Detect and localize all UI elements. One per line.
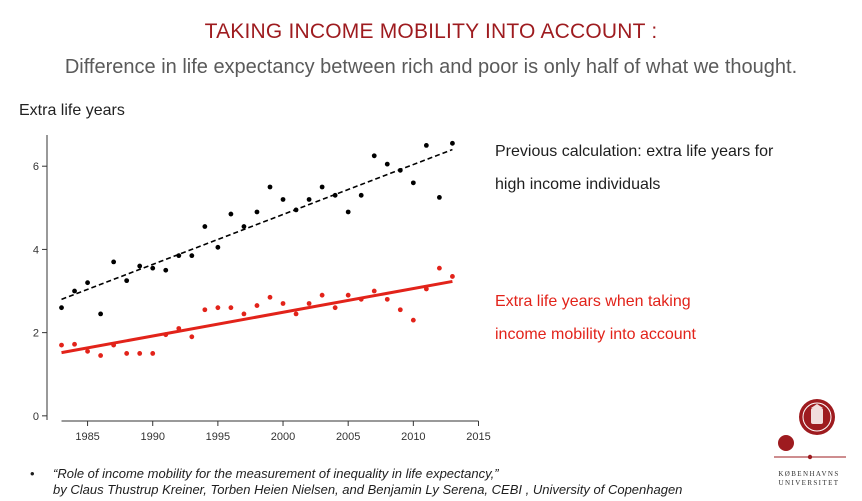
income-mobility-data-point xyxy=(124,351,130,356)
mobility-annotation-line1: Extra life years when taking xyxy=(495,293,691,310)
university-name-line1: KØBENHAVNS xyxy=(778,470,840,478)
high-income-data-point xyxy=(163,267,169,273)
high-income-data-point xyxy=(59,305,64,311)
y-tick-label: 4 xyxy=(33,244,39,256)
income-mobility-data-point xyxy=(436,265,442,271)
income-mobility-data-point xyxy=(306,301,312,306)
income-mobility-data-point xyxy=(228,305,234,311)
high-income-data-point xyxy=(228,211,234,217)
high-income-data-point xyxy=(436,195,442,200)
income-mobility-data-point xyxy=(280,301,286,306)
high-income-data-point xyxy=(384,161,390,167)
high-income-data-point xyxy=(410,180,416,186)
income-mobility-data-point xyxy=(293,311,299,317)
x-tick-label: 1990 xyxy=(140,431,164,443)
y-tick-label: 0 xyxy=(33,411,39,423)
high-income-data-point xyxy=(319,184,325,190)
income-mobility-data-point xyxy=(98,353,104,358)
income-mobility-data-point xyxy=(358,296,364,302)
income-mobility-data-point xyxy=(345,292,351,298)
income-mobility-data-point xyxy=(111,342,117,348)
income-mobility-data-point xyxy=(189,334,195,340)
income-mobility-data-point xyxy=(137,351,143,356)
mobility-annotation: Extra life years when taking income mobi… xyxy=(495,285,696,351)
high-income-data-point xyxy=(371,153,377,159)
high-income-annotation-line2: high income individuals xyxy=(495,176,661,193)
high-income-data-point xyxy=(254,209,260,215)
high-income-data-point xyxy=(111,259,117,265)
high-income-data-point xyxy=(215,244,221,250)
x-tick-label: 2015 xyxy=(466,431,490,443)
high-income-data-point xyxy=(72,288,77,294)
high-income-data-point xyxy=(293,207,299,213)
x-tick-label: 2000 xyxy=(271,431,295,443)
x-tick-label: 1995 xyxy=(206,431,230,443)
high-income-data-point xyxy=(137,263,143,269)
income-mobility-data-point xyxy=(371,288,377,294)
university-name: KØBENHAVNS UNIVERSITET xyxy=(770,470,848,488)
mobility-annotation-line2: income mobility into account xyxy=(495,326,696,343)
income-mobility-data-point xyxy=(254,303,260,308)
income-mobility-data-point xyxy=(85,348,90,354)
y-tick-label: 2 xyxy=(33,328,39,340)
university-logo-icon xyxy=(774,399,846,460)
y-tick-label: 6 xyxy=(33,161,39,173)
slide-subtitle: Difference in life expectancy between ri… xyxy=(64,56,798,78)
x-tick-label: 2010 xyxy=(401,431,425,443)
bullet-icon: • xyxy=(30,466,35,481)
income-mobility-data-point xyxy=(72,341,77,347)
income-mobility-data-point xyxy=(176,326,182,331)
university-name-line2: UNIVERSITET xyxy=(778,479,840,487)
income-mobility-data-point xyxy=(163,332,169,338)
high-income-data-point xyxy=(450,140,455,146)
x-tick-label: 2005 xyxy=(336,431,360,443)
high-income-data-point xyxy=(345,209,351,215)
income-mobility-data-point xyxy=(332,305,338,311)
high-income-data-point xyxy=(124,278,130,284)
high-income-data-point xyxy=(85,280,90,286)
high-income-data-point xyxy=(423,143,429,148)
income-mobility-data-point xyxy=(150,351,156,356)
high-income-data-point xyxy=(241,224,247,229)
income-mobility-data-point xyxy=(450,274,455,279)
income-mobility-data-point xyxy=(319,292,325,298)
high-income-data-point xyxy=(202,224,208,229)
high-income-data-point xyxy=(267,184,273,190)
high-income-annotation: Previous calculation: extra life years f… xyxy=(495,135,773,201)
income-mobility-data-point xyxy=(423,286,429,292)
income-mobility-data-point xyxy=(59,342,64,348)
high-income-data-point xyxy=(332,192,338,198)
income-mobility-data-point xyxy=(397,307,403,313)
high-income-data-point xyxy=(358,192,364,198)
x-tick-label: 1985 xyxy=(75,431,99,443)
income-mobility-data-point xyxy=(215,305,221,311)
income-mobility-data-point xyxy=(410,317,416,323)
high-income-annotation-line1: Previous calculation: extra life years f… xyxy=(495,143,774,160)
citation-line2: by Claus Thustrup Kreiner, Torben Heien … xyxy=(53,482,683,497)
income-mobility-data-point xyxy=(267,294,273,300)
high-income-data-point xyxy=(306,197,312,202)
citation-line1: “Role of income mobility for the measure… xyxy=(53,466,499,481)
slide-title: TAKING INCOME MOBILITY INTO ACCOUNT : xyxy=(204,20,658,43)
income-mobility-data-point xyxy=(241,311,247,317)
income-mobility-data-point xyxy=(202,307,208,313)
income-mobility-data-point xyxy=(384,296,390,302)
high-income-trend-line xyxy=(61,148,453,301)
y-axis-label: Extra life years xyxy=(19,102,125,119)
high-income-data-point xyxy=(397,167,403,173)
high-income-data-point xyxy=(176,253,182,259)
high-income-data-point xyxy=(189,253,195,259)
income-mobility-trend-line xyxy=(61,279,453,355)
high-income-data-point xyxy=(98,311,104,317)
high-income-data-point xyxy=(280,197,286,202)
high-income-data-point xyxy=(150,265,156,271)
